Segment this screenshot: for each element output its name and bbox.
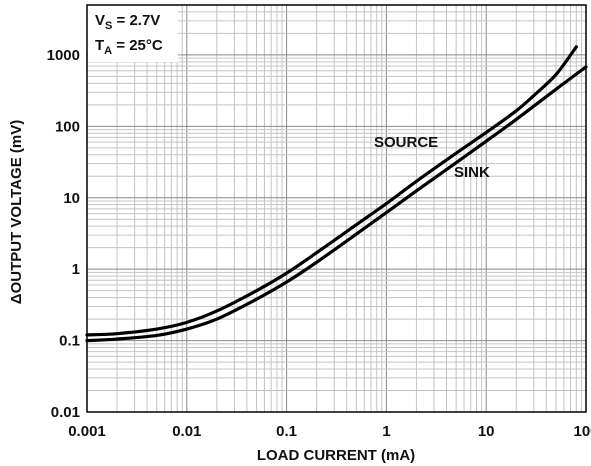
series-label-sink: SINK [454,164,490,181]
y-tick-label: 1000 [47,47,80,64]
conditions-box: VS = 2.7V TA = 25°C [88,6,178,62]
y-axis-label: ΔOUTPUT VOLTAGE (mV) [8,120,25,304]
y-tick-label: 0.1 [59,333,80,350]
x-tick-label: 0.001 [68,423,106,440]
x-tick-label: 0.1 [276,423,297,440]
conditions-background [88,6,178,62]
series-group [85,45,588,343]
y-tick-label: 1 [72,261,80,278]
plot-frame [86,4,587,413]
x-axis-label: LOAD CURRENT (mA) [257,447,415,464]
x-tick-label: 10 [478,423,495,440]
x-tick-label: 100 [573,423,591,440]
condition-ambient-temperature: TA = 25°C [95,37,163,57]
series-line-sink [85,65,588,343]
condition-supply-voltage: VS = 2.7V [95,12,160,32]
y-tick-label: 100 [55,118,80,135]
x-tick-label: 1 [382,423,390,440]
y-tick-label: 10 [63,190,80,207]
x-tick-label: 0.01 [172,423,201,440]
y-axis-ticks: 0.01 0.1 1 10 100 1000 [47,47,80,421]
grid [86,4,586,413]
x-axis-ticks: 0.001 0.01 0.1 1 10 100 [68,423,591,440]
y-tick-label: 0.01 [51,404,80,421]
series-line-source [85,45,578,337]
series-label-source: SOURCE [374,134,438,151]
